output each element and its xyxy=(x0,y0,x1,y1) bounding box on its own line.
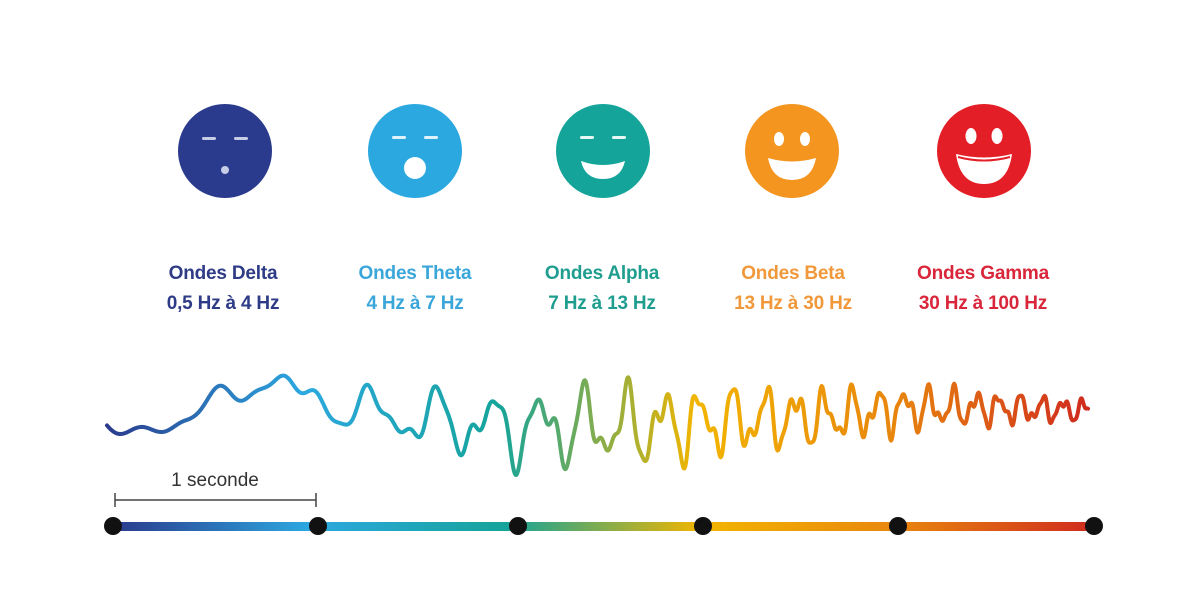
face-theta-eye-left xyxy=(392,136,406,139)
face-beta-svg xyxy=(745,104,839,198)
band-range-beta: 13 Hz à 30 Hz xyxy=(734,293,852,314)
face-theta-circle xyxy=(368,104,462,198)
face-alpha-eye-right xyxy=(612,136,626,139)
face-gamma-teeth-line xyxy=(957,156,1011,162)
band-range-delta: 0,5 Hz à 4 Hz xyxy=(166,293,280,314)
face-alpha-svg xyxy=(556,104,650,198)
timeline-node-5 xyxy=(1085,517,1103,535)
face-theta-mouth xyxy=(404,157,426,179)
face-theta-eye-right xyxy=(424,136,438,139)
band-label-alpha: Ondes Alpha 7 Hz à 13 Hz xyxy=(492,259,712,319)
timeline-node-4 xyxy=(889,517,907,535)
face-gamma-circle xyxy=(937,104,1031,198)
band-label-gamma: Ondes Gamma 30 Hz à 100 Hz xyxy=(873,259,1093,319)
face-delta-eye-left xyxy=(202,137,216,140)
band-label-theta: Ondes Theta 4 Hz à 7 Hz xyxy=(305,259,525,319)
face-theta-icon xyxy=(367,103,463,199)
face-gamma-mouth xyxy=(956,154,1012,184)
band-name-beta: Ondes Beta xyxy=(741,263,845,284)
band-range-gamma: 30 Hz à 100 Hz xyxy=(918,293,1048,314)
face-delta-icon xyxy=(177,103,273,199)
timeline-nodes xyxy=(104,517,1103,535)
band-name-delta: Ondes Delta xyxy=(168,263,278,284)
face-gamma-eye-right xyxy=(991,128,1003,144)
timeline-node-3 xyxy=(694,517,712,535)
face-beta-circle xyxy=(745,104,839,198)
face-alpha-mouth xyxy=(581,161,625,179)
band-label-delta: Ondes Delta 0,5 Hz à 4 Hz xyxy=(113,259,333,319)
band-name-gamma: Ondes Gamma xyxy=(917,263,1049,284)
timeline-node-2 xyxy=(509,517,527,535)
face-delta-svg xyxy=(178,104,272,198)
brainwave-line xyxy=(105,373,1090,477)
face-theta-svg xyxy=(368,104,462,198)
band-range-alpha: 7 Hz à 13 Hz xyxy=(548,293,656,314)
face-delta-circle xyxy=(178,104,272,198)
face-delta-mouth xyxy=(221,166,229,174)
face-delta-eye-right xyxy=(234,137,248,140)
timeline-node-1 xyxy=(309,517,327,535)
band-name-alpha: Ondes Alpha xyxy=(544,263,660,284)
one-second-scale xyxy=(114,493,317,507)
face-alpha-icon xyxy=(555,103,651,199)
face-beta-mouth xyxy=(768,158,816,180)
face-gamma-svg xyxy=(937,104,1031,198)
face-alpha-eye-left xyxy=(580,136,594,139)
timeline-node-0 xyxy=(104,517,122,535)
face-beta-icon xyxy=(744,103,840,199)
face-beta-eye-right xyxy=(800,132,810,146)
face-alpha-circle xyxy=(556,104,650,198)
face-gamma-eye-left xyxy=(965,128,977,144)
face-gamma-icon xyxy=(936,103,1032,199)
face-beta-eye-left xyxy=(774,132,784,146)
scale-label: 1 seconde xyxy=(171,470,259,491)
band-label-beta: Ondes Beta 13 Hz à 30 Hz xyxy=(683,259,903,319)
band-name-theta: Ondes Theta xyxy=(358,263,472,284)
timeline-bar xyxy=(113,522,1095,531)
band-range-theta: 4 Hz à 7 Hz xyxy=(366,293,464,314)
